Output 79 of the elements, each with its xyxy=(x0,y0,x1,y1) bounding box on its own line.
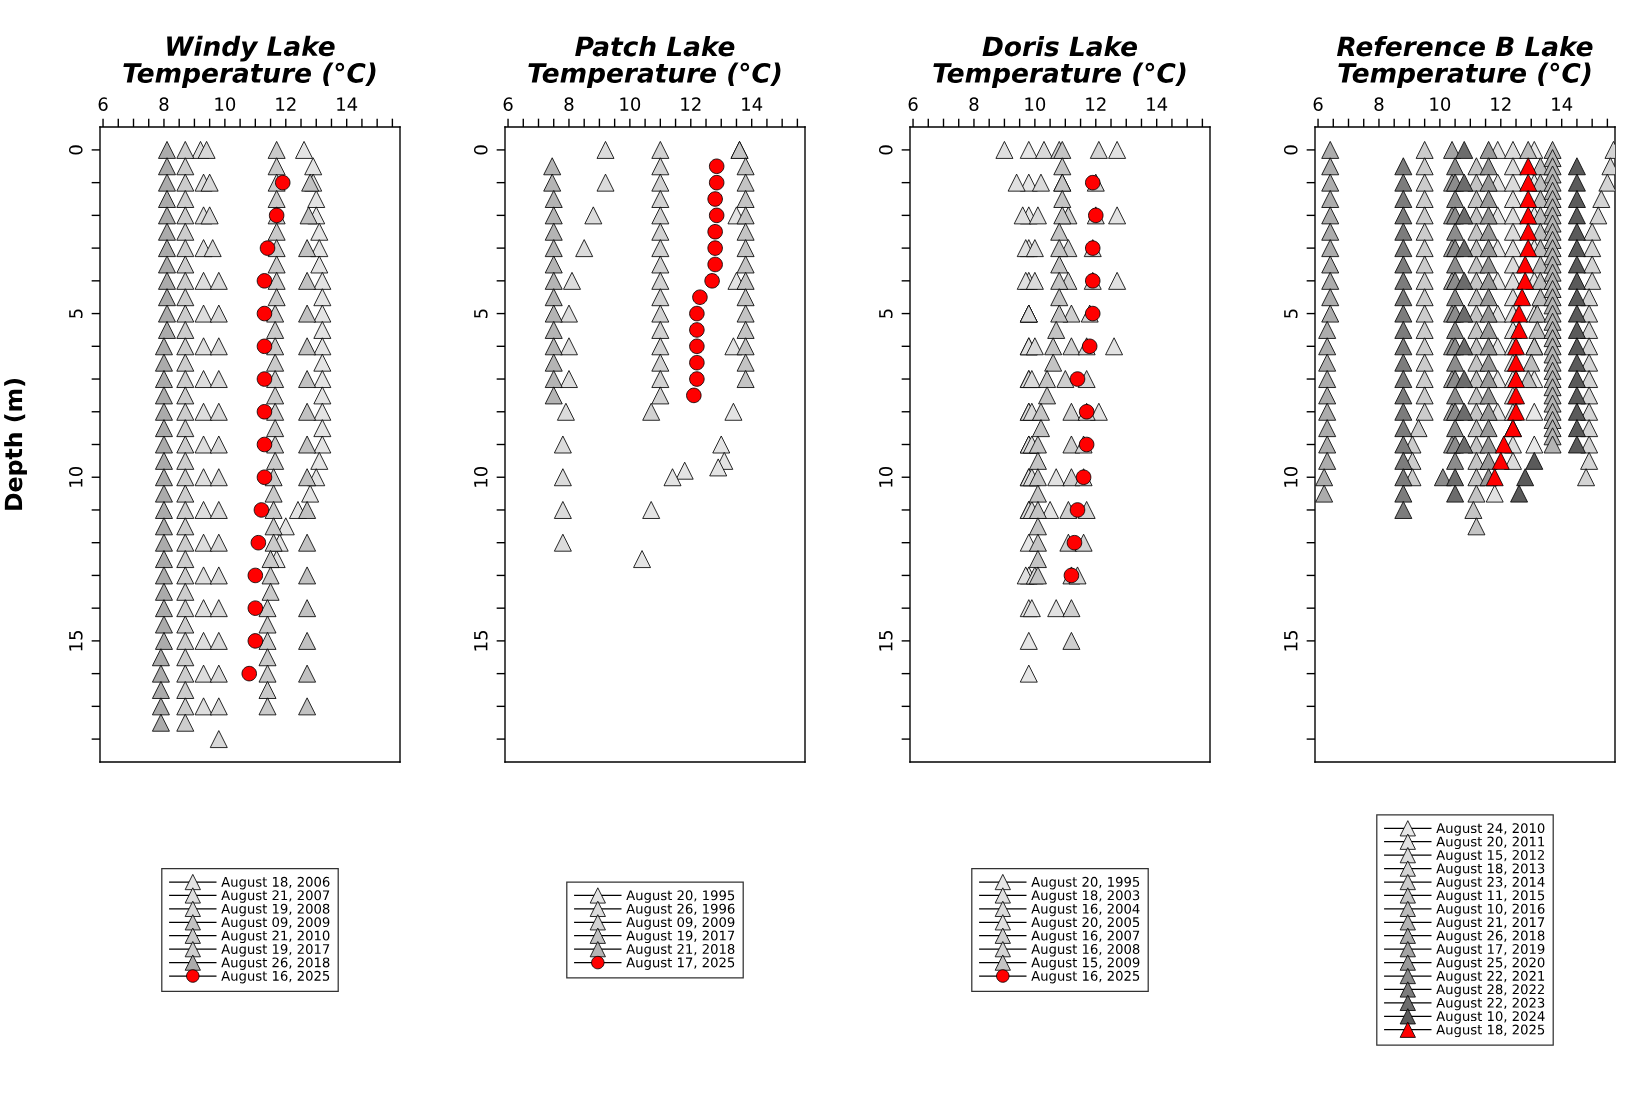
chart-title: Doris Lake Temperature (°C) xyxy=(933,35,1186,89)
x-tick-label: 14 xyxy=(742,97,763,111)
x-tick-label: 14 xyxy=(337,97,358,111)
x-tick-label: 10 xyxy=(620,97,641,111)
legend-label: August 26, 2018 xyxy=(1436,930,1545,944)
legend-label: August 23, 2014 xyxy=(1436,876,1545,890)
legend-label: August 16, 2007 xyxy=(1031,930,1140,944)
x-tick-label: 6 xyxy=(98,97,108,111)
x-tick-label: 8 xyxy=(159,97,169,111)
legend-label: August 21, 2017 xyxy=(1436,917,1545,930)
x-tick-label: 12 xyxy=(681,97,701,111)
y-tick-label: 0 xyxy=(1283,145,1298,155)
legend-label: August 26, 1996 xyxy=(626,903,735,917)
y-tick-label: 15 xyxy=(879,630,893,651)
legend-label: August 18, 2006 xyxy=(221,876,330,890)
legend-label: August 24, 2010 xyxy=(1436,823,1545,836)
y-axis-title: Depth (m) xyxy=(4,379,27,510)
legend-label: August 22, 2021 xyxy=(1436,970,1545,984)
x-tick-label: 10 xyxy=(1430,97,1451,111)
legend-label: August 11, 2015 xyxy=(1436,890,1545,903)
legend-label: August 18, 2003 xyxy=(1031,890,1140,903)
legend-label: August 09, 2009 xyxy=(221,917,330,930)
x-tick-label: 10 xyxy=(1025,97,1046,111)
legend-label: August 25, 2020 xyxy=(1436,957,1545,970)
legend-label: August 20, 2005 xyxy=(1031,917,1140,930)
x-tick-label: 12 xyxy=(1086,97,1106,111)
legend-label: August 28, 2022 xyxy=(1436,984,1544,997)
x-tick-label: 14 xyxy=(1147,97,1168,111)
legend-label: August 20, 1995 xyxy=(626,890,735,903)
legend-label: August 15, 2009 xyxy=(1031,957,1140,970)
legend-label: August 20, 2011 xyxy=(1436,836,1545,850)
x-tick-label: 10 xyxy=(215,97,236,111)
legend-label: August 09, 2009 xyxy=(626,917,735,930)
y-tick-label: 15 xyxy=(1284,630,1298,651)
legend-label: August 19, 2008 xyxy=(221,903,330,917)
y-tick-label: 10 xyxy=(473,466,488,487)
legend-label: August 18, 2013 xyxy=(1436,863,1545,876)
x-tick-label: 8 xyxy=(564,97,574,111)
y-tick-label: 5 xyxy=(474,309,488,318)
legend-label: August 10, 2024 xyxy=(1436,1011,1545,1024)
legend-label: August 21, 2018 xyxy=(626,943,735,957)
chart-title: Patch Lake Temperature (°C) xyxy=(528,35,781,89)
legend-label: August 19, 2017 xyxy=(221,943,330,957)
legend-label: August 18, 2025 xyxy=(1436,1024,1545,1038)
legend-label: August 21, 2010 xyxy=(221,930,330,944)
y-tick-label: 5 xyxy=(879,309,893,318)
legend-label: August 16, 2025 xyxy=(221,970,330,984)
legend-label: August 22, 2023 xyxy=(1436,997,1545,1011)
legend-label: August 16, 2008 xyxy=(1031,943,1140,957)
legend-label: August 21, 2007 xyxy=(221,890,330,903)
y-tick-label: 5 xyxy=(1284,309,1298,318)
legend-label: August 10, 2016 xyxy=(1436,903,1545,917)
legend-label: August 17, 2019 xyxy=(1436,943,1545,957)
x-tick-label: 6 xyxy=(503,97,513,111)
legend-label: August 17, 2025 xyxy=(626,957,735,970)
legend-label: August 20, 1995 xyxy=(1031,876,1140,890)
y-tick-label: 15 xyxy=(69,630,83,651)
legend-label: August 26, 2018 xyxy=(221,957,330,970)
legend-label: August 16, 2004 xyxy=(1031,903,1140,917)
y-tick-label: 0 xyxy=(878,145,893,155)
legend-label: August 15, 2012 xyxy=(1436,849,1544,863)
x-tick-label: 8 xyxy=(969,97,979,111)
legend-label: August 16, 2025 xyxy=(1031,970,1140,984)
y-tick-label: 10 xyxy=(878,466,893,487)
chart-title: Windy Lake Temperature (°C) xyxy=(123,35,376,89)
x-tick-label: 14 xyxy=(1552,97,1573,111)
y-tick-label: 15 xyxy=(474,630,488,651)
x-tick-label: 6 xyxy=(908,97,918,111)
x-tick-label: 8 xyxy=(1374,97,1384,111)
chart-title: Reference B Lake Temperature (°C) xyxy=(1336,35,1593,89)
x-tick-label: 12 xyxy=(1491,97,1511,111)
legend-label: August 19, 2017 xyxy=(626,930,735,944)
x-tick-label: 12 xyxy=(276,97,296,111)
y-tick-label: 10 xyxy=(68,466,83,487)
y-tick-label: 0 xyxy=(473,145,488,155)
x-tick-label: 6 xyxy=(1313,97,1323,111)
y-tick-label: 0 xyxy=(68,145,83,155)
y-tick-label: 10 xyxy=(1283,466,1298,487)
y-tick-label: 5 xyxy=(69,309,83,318)
